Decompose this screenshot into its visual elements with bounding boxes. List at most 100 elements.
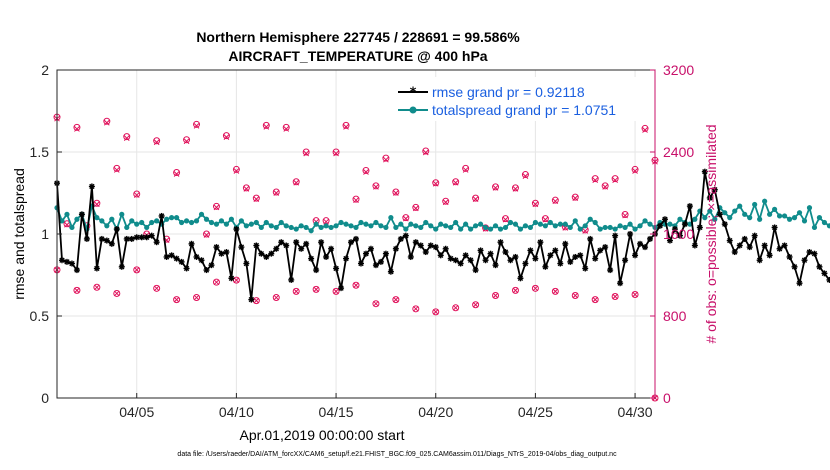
obs-assimilated-marker [343,124,349,130]
series-spread-point [587,216,593,222]
series-rmse-point [373,262,379,268]
right-axis-label: # of obs: o=possible; ×=assimilated [703,124,719,343]
series-rmse-point [278,239,284,245]
obs-possible-marker [551,287,559,295]
obs-possible-marker [472,194,480,202]
chart-title-line1: Northern Hemisphere 227745 / 228691 = 99… [196,29,520,45]
series-rmse-point [662,216,668,222]
obs-possible-marker [153,284,161,292]
series-rmse-point [771,224,778,231]
obs-assimilated-marker [323,218,329,225]
series-spread-point [607,224,613,231]
series-spread-point [776,213,783,219]
series-rmse-point [253,242,260,249]
obs-possible-marker [332,287,340,295]
series-rmse-point [188,241,195,247]
series-rmse-point [153,239,160,245]
series-spread-point [183,218,190,224]
series-rmse-point [388,269,394,275]
obs-assimilated-marker [582,228,589,234]
series-spread-point [816,215,823,221]
obs-assimilated-marker [612,293,618,300]
obs-assimilated-marker [373,300,379,307]
series-spread-point [263,219,269,226]
series-spread-point [517,226,524,232]
obs-assimilated-marker [273,190,280,196]
obs-possible-marker [531,284,539,292]
obs-assimilated-marker [103,119,110,126]
series-spread-point [408,221,414,227]
obs-assimilated-marker [333,150,339,157]
series-spread-point [572,218,578,224]
series-rmse-point [248,296,255,303]
obs-assimilated-marker [532,201,539,208]
obs-assimilated-marker [572,195,579,201]
obs-assimilated-marker [512,186,519,192]
obs-possible-marker [153,137,161,145]
series-spread-point [473,223,479,229]
series-spread-point [423,219,429,226]
legend-box [392,77,650,121]
obs-assimilated-marker [263,124,270,130]
obs-assimilated-marker [74,287,80,294]
series-spread-point [243,223,249,229]
series-spread-point [732,208,738,214]
obs-markers [53,113,659,402]
obs-assimilated-marker [173,171,180,177]
series-spread-point [806,205,813,211]
obs-assimilated-marker [373,183,379,190]
series-rmse-point [697,224,703,231]
left-axis-label: rmse and totalspread [11,168,27,300]
obs-possible-marker [412,305,420,313]
obs-possible-marker [372,182,380,190]
series-spread-point [667,221,673,227]
obs-possible-marker [302,148,310,156]
obs-possible-marker [183,136,191,144]
obs-possible-marker [621,211,629,219]
obs-assimilated-marker [393,296,399,303]
series-spread-point [358,219,364,226]
obs-possible-marker [641,124,649,132]
series-spread-point [248,221,254,227]
series-rmse-point [383,250,389,257]
series-spread-point [786,216,793,222]
obs-possible-marker [452,178,460,186]
series-spread-point [582,223,588,229]
series-spread-point [149,219,155,226]
series-rmse-point [447,255,454,262]
series-rmse-point [627,231,633,237]
x-axis-label: Apr.01,2019 00:00:00 start [239,427,404,443]
obs-assimilated-marker [153,285,160,292]
obs-possible-marker [352,281,360,289]
series-rmse-point [781,242,788,249]
series-spread-point [253,219,259,226]
series-spread-point [203,216,210,222]
series-spread-point [791,215,798,221]
series-rmse-point [732,249,738,255]
series-spread-point [463,221,469,227]
obs-assimilated-marker [592,177,599,184]
right-tick-label: 0 [663,390,671,406]
series-spread-point [134,221,140,227]
series-rmse-point [129,236,135,242]
series-spread-point [278,219,284,226]
series-rmse-point [168,252,175,259]
obs-assimilated-marker [363,169,369,175]
obs-possible-marker [113,289,121,297]
obs-possible-marker [591,296,599,304]
obs-assimilated-marker [572,292,579,299]
series-spread-point [164,216,170,222]
right-tick-label: 1600 [663,226,694,242]
series-spread-point [74,216,80,222]
series-rmse-point [826,278,830,283]
series-rmse-point [472,267,479,273]
series-rmse-point [507,257,514,263]
obs-assimilated-marker [223,134,230,140]
series-spread-point [482,224,489,231]
obs-possible-marker [571,193,579,201]
series-rmse-point [243,260,250,267]
obs-possible-marker [203,230,210,238]
obs-assimilated-marker [153,139,160,146]
obs-assimilated-marker [402,215,409,222]
series-rmse-point [193,254,200,260]
